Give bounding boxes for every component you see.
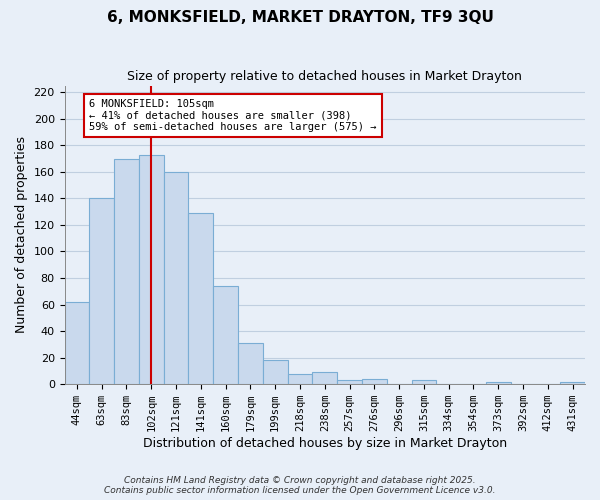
- Bar: [362, 379, 387, 384]
- Title: Size of property relative to detached houses in Market Drayton: Size of property relative to detached ho…: [127, 70, 522, 83]
- Bar: [89, 198, 114, 384]
- Bar: [238, 343, 263, 384]
- Bar: [560, 382, 585, 384]
- Bar: [412, 380, 436, 384]
- Bar: [213, 286, 238, 384]
- Bar: [139, 154, 164, 384]
- Y-axis label: Number of detached properties: Number of detached properties: [15, 136, 28, 334]
- Bar: [188, 213, 213, 384]
- Bar: [114, 158, 139, 384]
- Text: 6 MONKSFIELD: 105sqm
← 41% of detached houses are smaller (398)
59% of semi-deta: 6 MONKSFIELD: 105sqm ← 41% of detached h…: [89, 99, 377, 132]
- Bar: [263, 360, 287, 384]
- Bar: [65, 302, 89, 384]
- Bar: [337, 380, 362, 384]
- Text: 6, MONKSFIELD, MARKET DRAYTON, TF9 3QU: 6, MONKSFIELD, MARKET DRAYTON, TF9 3QU: [107, 10, 493, 25]
- Bar: [287, 374, 313, 384]
- Text: Contains HM Land Registry data © Crown copyright and database right 2025.
Contai: Contains HM Land Registry data © Crown c…: [104, 476, 496, 495]
- X-axis label: Distribution of detached houses by size in Market Drayton: Distribution of detached houses by size …: [143, 437, 507, 450]
- Bar: [164, 172, 188, 384]
- Bar: [313, 372, 337, 384]
- Bar: [486, 382, 511, 384]
